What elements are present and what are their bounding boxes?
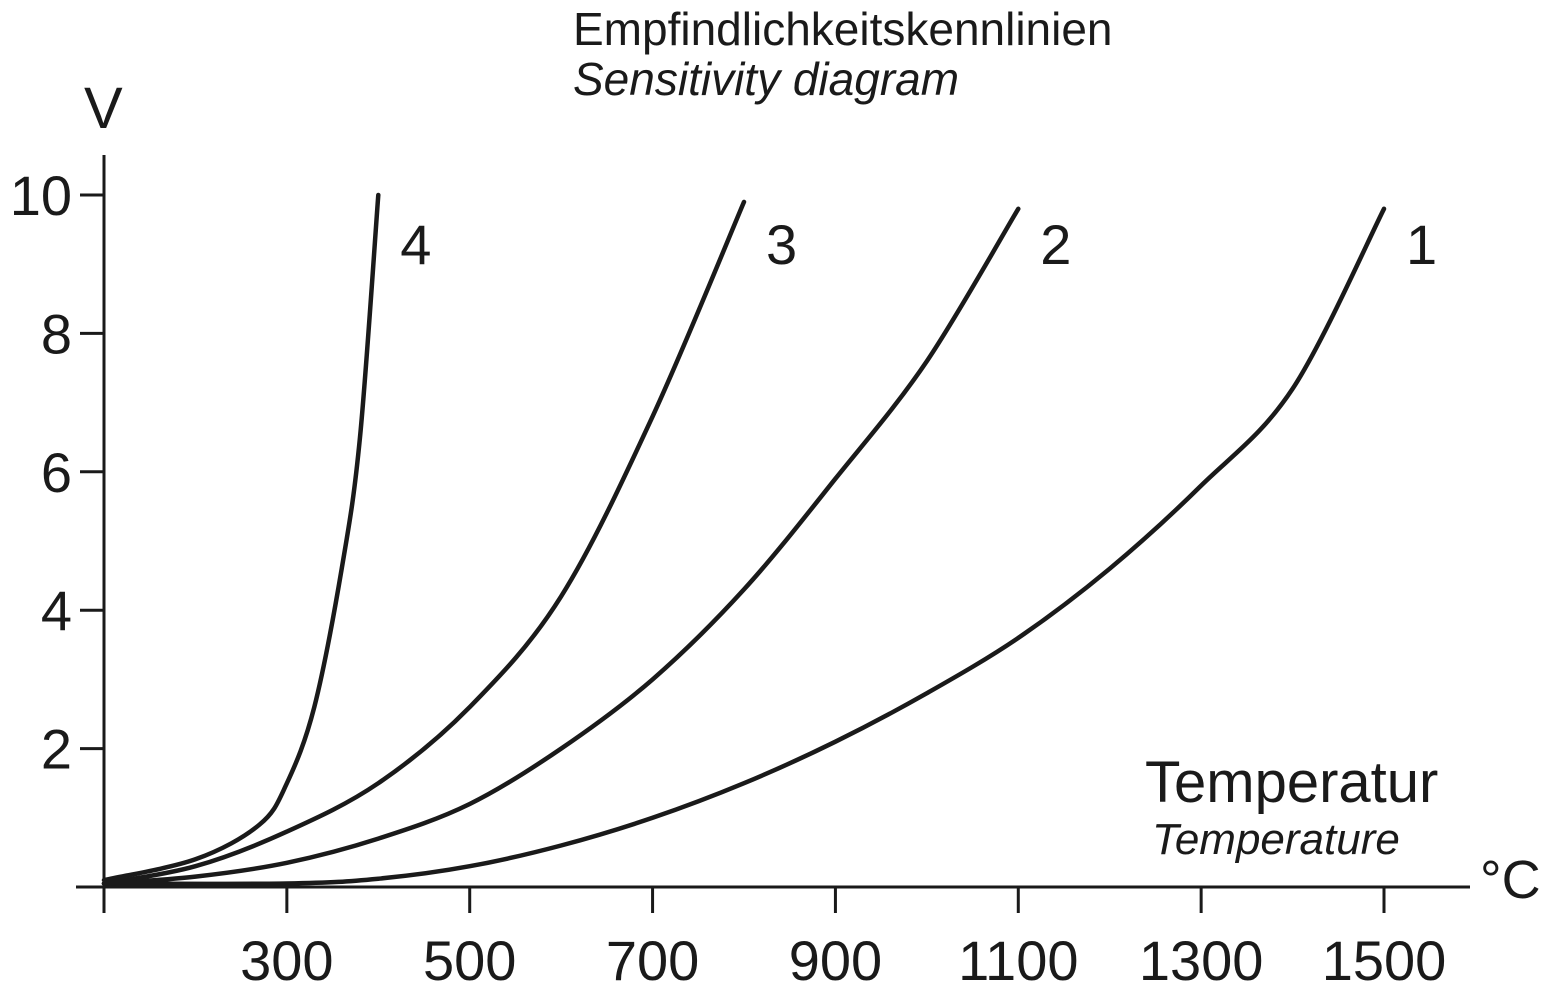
- series-labels: 1 2 3 4: [400, 213, 1437, 276]
- x-tick-label: 500: [423, 929, 516, 989]
- x-axis-label: Temperatur: [1145, 750, 1439, 815]
- x-tick-label: 900: [789, 929, 882, 989]
- x-axis-label-english: Temperature: [1152, 815, 1400, 864]
- x-tick-label: 1100: [958, 929, 1078, 989]
- x-axis-unit: °C: [1480, 850, 1541, 910]
- series-label-3: 3: [766, 213, 797, 276]
- axes: [76, 155, 1470, 913]
- chart-subtitle: Sensitivity diagram: [573, 53, 960, 105]
- x-tick-label: 1300: [1139, 929, 1264, 989]
- x-tick-label: 300: [240, 929, 333, 989]
- series-line-3: [101, 199, 747, 886]
- series-label-4: 4: [400, 213, 431, 276]
- series-label-1: 1: [1406, 213, 1437, 276]
- series-line-4: [101, 192, 381, 883]
- ticks: 300 500 700 900 1100 1300 1500 2 4 6 8 10: [10, 164, 1447, 989]
- y-axis-label: V: [84, 76, 123, 141]
- x-tick-label: 700: [606, 929, 699, 989]
- series-label-2: 2: [1040, 213, 1071, 276]
- series-line-2: [101, 206, 1021, 886]
- series: [101, 192, 1387, 887]
- series-line-1: [101, 206, 1387, 887]
- y-tick-label: 6: [41, 441, 72, 504]
- y-tick-label: 8: [41, 302, 72, 365]
- x-tick-label: 1500: [1322, 929, 1447, 989]
- y-tick-label: 2: [41, 718, 72, 781]
- y-tick-label: 4: [41, 579, 72, 642]
- y-tick-label: 10: [10, 164, 72, 227]
- chart-title: Empfindlichkeitskennlinien: [573, 3, 1113, 55]
